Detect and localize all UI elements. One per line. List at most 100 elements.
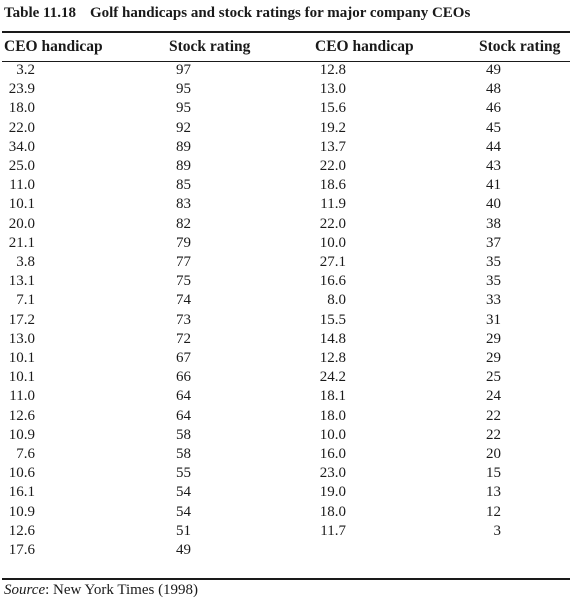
cell-stock-rating-1: 58 — [169, 426, 315, 445]
cell-value: 64 — [176, 388, 191, 405]
table-row: 7.1 74 8.0 33 — [4, 291, 570, 310]
cell-stock-rating-2: 29 — [479, 330, 570, 349]
cell-stock-rating-2: 45 — [479, 119, 570, 138]
cell-ceo-handicap-2: 16.0 — [315, 445, 479, 464]
cell-value: 20 — [486, 446, 501, 463]
cell-stock-rating-2 — [479, 541, 570, 560]
cell-ceo-handicap-1: 25.0 — [4, 157, 169, 176]
cell-ceo-handicap-2: 14.8 — [315, 330, 479, 349]
cell-value: 58 — [176, 426, 191, 443]
cell-ceo-handicap-2: 10.0 — [315, 234, 479, 253]
cell-ceo-handicap-1: 3.2 — [4, 61, 169, 80]
cell-value: 58 — [176, 446, 191, 463]
cell-ceo-handicap-1: 23.9 — [4, 80, 169, 99]
cell-value: 8.0 — [327, 292, 346, 309]
cell-value: 89 — [176, 158, 191, 175]
cell-value: 22 — [486, 426, 501, 443]
cell-ceo-handicap-1: 22.0 — [4, 119, 169, 138]
cell-value: 85 — [176, 177, 191, 194]
cell-value: 37 — [486, 234, 501, 251]
cell-value: 10.1 — [8, 350, 35, 367]
cell-ceo-handicap-2: 22.0 — [315, 157, 479, 176]
cell-stock-rating-2: 22 — [479, 407, 570, 426]
cell-stock-rating-1: 89 — [169, 157, 315, 176]
cell-ceo-handicap-2: 11.7 — [315, 522, 479, 541]
cell-value: 29 — [486, 350, 501, 367]
cell-value: 7.1 — [16, 292, 35, 309]
table-row: 10.1 67 12.8 29 — [4, 349, 570, 368]
table-row: 10.9 54 18.0 12 — [4, 503, 570, 522]
table-caption: Table 11.18 Golf handicaps and stock rati… — [4, 5, 470, 22]
cell-stock-rating-2: 46 — [479, 99, 570, 118]
cell-ceo-handicap-2: 16.6 — [315, 272, 479, 291]
cell-ceo-handicap-2: 10.0 — [315, 426, 479, 445]
cell-value: 22.0 — [8, 119, 35, 136]
cell-value: 19.0 — [319, 484, 346, 501]
cell-value: 12 — [486, 503, 501, 520]
cell-stock-rating-1: 55 — [169, 464, 315, 483]
cell-value: 74 — [176, 292, 191, 309]
cell-stock-rating-2: 3 — [479, 522, 570, 541]
cell-stock-rating-1: 66 — [169, 368, 315, 387]
cell-value: 33 — [486, 292, 501, 309]
cell-value: 31 — [486, 311, 501, 328]
cell-value: 95 — [176, 81, 191, 98]
cell-value: 27.1 — [319, 254, 346, 271]
cell-value: 35 — [486, 273, 501, 290]
table-number: Table 11.18 — [4, 5, 76, 21]
cell-value: 3.8 — [16, 254, 35, 271]
table-row: 21.1 79 10.0 37 — [4, 234, 570, 253]
cell-value: 18.0 — [319, 503, 346, 520]
cell-ceo-handicap-1: 10.1 — [4, 349, 169, 368]
cell-ceo-handicap-2: 13.7 — [315, 138, 479, 157]
cell-value: 54 — [176, 484, 191, 501]
source-note: Source: New York Times (1998) — [4, 582, 198, 599]
cell-value: 97 — [176, 62, 191, 78]
cell-value: 49 — [486, 62, 501, 78]
cell-ceo-handicap-1: 7.1 — [4, 291, 169, 310]
table-row: 10.1 66 24.2 25 — [4, 368, 570, 387]
cell-value: 18.6 — [319, 177, 346, 194]
table-row: 34.0 89 13.7 44 — [4, 138, 570, 157]
cell-ceo-handicap-1: 16.1 — [4, 483, 169, 502]
cell-value: 40 — [486, 196, 501, 213]
cell-stock-rating-1: 74 — [169, 291, 315, 310]
cell-stock-rating-1: 89 — [169, 138, 315, 157]
cell-ceo-handicap-2: 22.0 — [315, 215, 479, 234]
cell-stock-rating-1: 49 — [169, 541, 315, 560]
cell-value: 22 — [486, 407, 501, 424]
cell-value: 11.9 — [320, 196, 346, 213]
header-rule — [2, 61, 570, 62]
cell-stock-rating-1: 92 — [169, 119, 315, 138]
cell-value: 75 — [176, 273, 191, 290]
cell-stock-rating-1: 73 — [169, 311, 315, 330]
table-row: 13.1 75 16.6 35 — [4, 272, 570, 291]
cell-stock-rating-1: 95 — [169, 80, 315, 99]
cell-value: 13.7 — [319, 138, 346, 155]
cell-value: 55 — [176, 465, 191, 482]
cell-ceo-handicap-1: 7.6 — [4, 445, 169, 464]
cell-value: 17.6 — [8, 542, 35, 559]
cell-ceo-handicap-1: 21.1 — [4, 234, 169, 253]
cell-value: 25 — [486, 369, 501, 386]
cell-value: 82 — [176, 215, 191, 232]
cell-value: 43 — [486, 158, 501, 175]
cell-stock-rating-2: 31 — [479, 311, 570, 330]
cell-ceo-handicap-2: 19.0 — [315, 483, 479, 502]
cell-ceo-handicap-1: 13.1 — [4, 272, 169, 291]
cell-stock-rating-1: 51 — [169, 522, 315, 541]
cell-value: 14.8 — [319, 330, 346, 347]
cell-value: 10.0 — [319, 234, 346, 251]
cell-value: 79 — [176, 234, 191, 251]
cell-value: 48 — [486, 81, 501, 98]
source-label: Source — [4, 582, 46, 598]
cell-value: 15 — [486, 465, 501, 482]
table-body: 3.2 97 12.8 49 23.9 95 13.0 48 18.0 95 15.6 46 22.0 9… — [4, 61, 570, 560]
cell-value: 29 — [486, 330, 501, 347]
cell-stock-rating-2: 44 — [479, 138, 570, 157]
cell-stock-rating-1: 64 — [169, 387, 315, 406]
cell-value: 16.1 — [8, 484, 35, 501]
cell-value: 15.6 — [319, 100, 346, 117]
cell-ceo-handicap-2: 8.0 — [315, 291, 479, 310]
cell-stock-rating-2: 20 — [479, 445, 570, 464]
